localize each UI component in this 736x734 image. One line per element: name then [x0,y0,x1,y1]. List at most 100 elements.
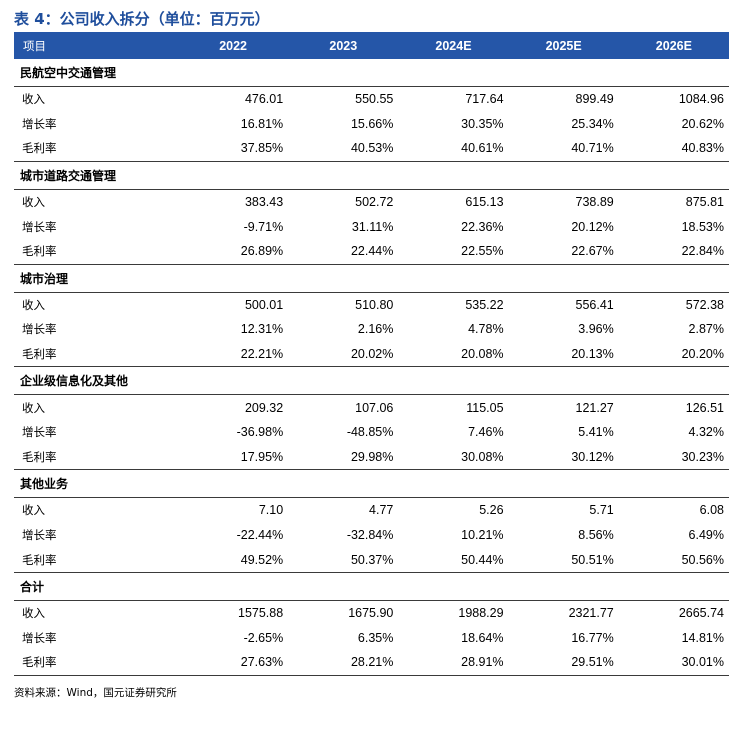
row-label: 增长率 [22,219,57,234]
value-cell: 30.35% [461,116,504,131]
value-cell: 3.96% [578,322,614,337]
value-cell: 30.23% [681,449,724,464]
table-row: 增长率 12.31% 2.16% 4.78% 3.96% 2.87% [14,317,729,342]
header-cell-2022: 2022 [178,32,289,59]
value-cell: 22.21% [240,347,284,362]
table-row: 收入 383.43 502.72 615.13 738.89 875.81 [14,189,729,214]
value-cell: 8.56% [578,528,614,543]
section-title: 其他业务 [14,469,729,499]
value-cell: -48.85% [346,425,394,440]
value-cell: 28.21% [288,650,399,676]
row-label: 毛利率 [22,449,57,464]
value-cell: 2.87% [688,322,724,337]
value-cell: 6.49% [688,528,724,543]
value-cell: 717.64 [465,92,504,107]
value-cell: 22.55% [461,244,504,259]
value-cell: 50.44% [461,552,504,567]
value-cell: 6.08 [699,503,724,518]
table-row: 收入 500.01 510.80 535.22 556.41 572.38 [14,292,729,317]
header-cell-2025e: 2025E [508,32,619,59]
value-cell: 16.77% [571,630,614,645]
row-label: 毛利率 [22,552,57,567]
table-row: 增长率 -2.65% 6.35% 18.64% 16.77% 14.81% [14,626,729,651]
value-cell: 22.44% [350,244,394,259]
value-cell: 1675.90 [348,606,394,621]
value-cell: 22.84% [681,244,724,259]
section-row: 其他业务 [14,469,729,499]
value-cell: 22.67% [571,244,614,259]
value-cell: 502.72 [355,195,394,210]
header-cell-2023: 2023 [288,32,399,59]
value-cell: -9.71% [243,219,284,234]
table-row: 增长率 -22.44% -32.84% 10.21% 8.56% 6.49% [14,523,729,548]
row-label: 增长率 [22,630,57,645]
value-cell: 6.35% [357,630,394,645]
table-title: 表 4：公司收入拆分（单位：百万元） [14,10,270,28]
value-cell: 7.10 [258,503,284,518]
value-cell: 550.55 [355,92,394,107]
value-cell: 5.26 [479,503,504,518]
value-cell: 20.08% [461,347,504,362]
value-cell: 20.13% [571,347,614,362]
value-cell: 875.81 [685,195,724,210]
value-cell: 7.46% [468,425,504,440]
value-cell: 30.12% [571,449,614,464]
table-row: 增长率 -36.98% -48.85% 7.46% 5.41% 4.32% [14,420,729,445]
row-label: 增长率 [22,528,57,543]
revenue-breakdown-table: 项目 2022 2023 2024E 2025E 2026E 民航空中交通管理收… [14,32,729,676]
table-row: 收入 1575.88 1675.90 1988.29 2321.77 2665.74 [14,600,729,625]
value-cell: 476.01 [244,92,284,107]
table-row: 收入 209.32 107.06 115.05 121.27 126.51 [14,395,729,420]
value-cell: 27.63% [178,650,289,676]
table-row: 毛利率 49.52% 50.37% 50.44% 50.51% 50.56% [14,547,729,572]
value-cell: 29.98% [350,449,394,464]
value-cell: 20.20% [681,347,724,362]
row-label: 增长率 [22,322,57,337]
value-cell: 556.41 [575,297,614,312]
row-label: 毛利率 [14,650,178,676]
value-cell: 50.37% [350,552,394,567]
value-cell: 40.61% [461,141,504,156]
section-title: 城市道路交通管理 [14,160,729,190]
value-cell: 4.32% [688,425,724,440]
value-cell: 14.81% [681,630,724,645]
value-cell: 29.51% [508,650,619,676]
row-label: 增长率 [22,425,57,440]
table-row: 毛利率 37.85% 40.53% 40.61% 40.71% 40.83% [14,136,729,161]
source-note: 资料来源：Wind，国元证券研究所 [14,687,177,699]
row-label: 毛利率 [22,244,57,259]
value-cell: 40.71% [571,141,614,156]
value-cell: -36.98% [236,425,284,440]
row-label: 毛利率 [22,141,57,156]
row-label: 收入 [22,92,45,107]
table-row: 收入 476.01 550.55 717.64 899.49 1084.96 [14,87,729,112]
value-cell: 40.83% [681,141,724,156]
value-cell: 28.91% [398,650,509,676]
section-row: 民航空中交通管理 [14,59,729,87]
value-cell: 383.43 [244,195,284,210]
table-row: 毛利率 26.89% 22.44% 22.55% 22.67% 22.84% [14,239,729,264]
value-cell: 20.12% [571,219,614,234]
section-title: 城市治理 [14,263,729,293]
value-cell: 738.89 [575,195,614,210]
row-label: 增长率 [22,116,57,131]
value-cell: 50.56% [681,552,724,567]
value-cell: 899.49 [575,92,614,107]
row-label: 收入 [22,606,45,621]
value-cell: 5.71 [589,503,614,518]
value-cell: 115.05 [466,400,504,415]
value-cell: 535.22 [465,297,504,312]
header-cell-2026e: 2026E [618,32,729,59]
table-row: 毛利率 27.63% 28.21% 28.91% 29.51% 30.01% [14,650,729,676]
header-cell-item: 项目 [14,32,178,59]
row-label: 收入 [22,503,45,518]
value-cell: 37.85% [240,141,284,156]
value-cell: 30.08% [461,449,504,464]
table-body: 民航空中交通管理 收入 476.01 550.55 717.64 899.49 1084.9… [14,59,729,676]
section-row: 企业级信息化及其他 [14,366,729,396]
value-cell: 40.53% [350,141,394,156]
value-cell: 15.66% [350,116,394,131]
value-cell: 25.34% [571,116,614,131]
table-row: 增长率 -9.71% 31.11% 22.36% 20.12% 18.53% [14,214,729,239]
table-row: 毛利率 22.21% 20.02% 20.08% 20.13% 20.20% [14,342,729,367]
